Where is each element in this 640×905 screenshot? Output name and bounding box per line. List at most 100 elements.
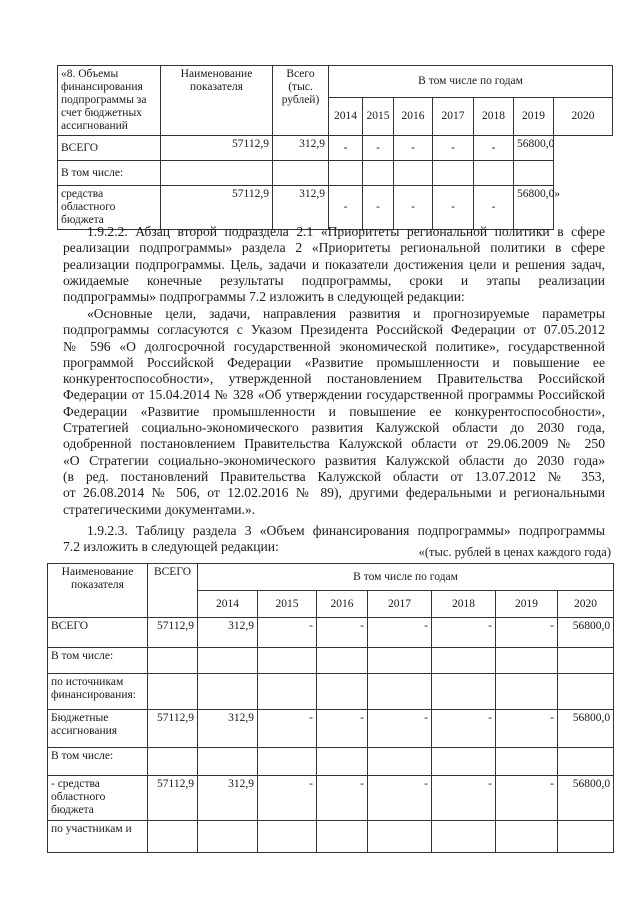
row-value [556, 647, 615, 674]
row-value [556, 820, 615, 853]
row-value: - [362, 135, 394, 161]
row-value: - [316, 709, 368, 748]
row-value: - [367, 617, 432, 648]
row-value: - [431, 617, 496, 648]
row-value [556, 673, 615, 710]
row-value: - [328, 185, 363, 230]
row-value [495, 673, 558, 710]
row-value: 56800,0 [556, 775, 615, 821]
paragraph-line: подпрограммы согласуются с Указом Презид… [63, 322, 605, 338]
row-value [367, 647, 432, 674]
row-value: - [495, 709, 558, 748]
paragraph-line: одобренной постановлением Правительства … [63, 436, 605, 452]
column-header-year: 2015 [257, 590, 317, 618]
table-row: по источникам финансирования: [47, 673, 615, 710]
section-label: «8. Объемы финансирования подпрограммы з… [57, 65, 161, 136]
row-value: - [431, 709, 496, 748]
row-value: - [328, 135, 363, 161]
column-header-year: 2020 [552, 96, 614, 137]
column-header-total: Всего (тыс. рублей) [272, 65, 329, 136]
column-header-year: 2015 [362, 96, 394, 137]
row-value: 312,9 [197, 709, 258, 748]
row-value [316, 673, 368, 710]
column-header-year: 2016 [316, 590, 368, 618]
paragraph-line: «О Стратегии социально-экономического ра… [63, 452, 605, 468]
paragraph-line: 1.9.2.3. Таблицу раздела 3 «Объем финанс… [87, 523, 605, 538]
column-header-year: 2020 [556, 590, 615, 618]
paragraph: «Основные цели, задачи, направления разв… [63, 306, 605, 518]
row-value [272, 160, 329, 186]
table-row: В том числе: [57, 160, 613, 186]
row-value: - [316, 775, 368, 821]
row-name: - средства областного бюджета [47, 775, 148, 821]
financing-volume-table: Наименование показателя ВСЕГО В том числ… [47, 563, 615, 853]
table-row: ВСЕГО 57112,9 312,9- - - - -56800,0 [57, 135, 613, 161]
paragraph: 1.9.2.3. Таблицу раздела 3 «Объем финанс… [63, 523, 605, 556]
row-value [495, 647, 558, 674]
paragraph-line: Федерации от 15.04.2014 № 328 «Об утверж… [63, 387, 605, 403]
unit-note: «(тыс. рублей в ценах каждого года) [418, 545, 611, 559]
paragraph-line: Стратегией социально-экономического разв… [63, 420, 605, 436]
row-value [367, 820, 432, 853]
row-value: - [495, 775, 558, 821]
row-total [160, 160, 273, 186]
paragraph-line: стратегическими документами.». [63, 501, 256, 517]
row-value [367, 673, 432, 710]
paragraph-line: конкурентоспособности», утвержденной пос… [63, 371, 605, 387]
table-row: средства областного бюджета 57112,9 312,9-… [57, 185, 613, 230]
paragraph-line: программой Российской Федерации «Развити… [63, 354, 605, 370]
row-value: 56800,0 [556, 709, 615, 748]
row-value [197, 673, 258, 710]
row-total: 57112,9 [147, 617, 198, 648]
row-value: - [257, 617, 317, 648]
column-header-total: ВСЕГО [147, 563, 198, 618]
row-name: по участникам и [47, 820, 148, 853]
row-value: - [431, 775, 496, 821]
row-total: 57112,9 [160, 135, 273, 161]
row-name: средства областного бюджета [57, 185, 161, 230]
paragraph-line: Федерации «Развитие промышленности и пов… [63, 403, 605, 419]
column-header-year: 2017 [432, 96, 474, 137]
row-value [328, 160, 363, 186]
paragraph-line: «Основные цели, задачи, направления разв… [87, 306, 605, 321]
row-total [147, 647, 198, 674]
row-total [147, 820, 198, 853]
row-value [257, 673, 317, 710]
row-value [431, 820, 496, 853]
column-header-year: 2017 [367, 590, 432, 618]
row-value: - [257, 709, 317, 748]
row-value: 56800,0» [513, 185, 560, 230]
row-total: 57112,9 [147, 775, 198, 821]
column-header-year: 2019 [495, 590, 558, 618]
row-name: В том числе: [47, 647, 148, 674]
table-row: - средства областного бюджета 57112,9 312,… [47, 775, 615, 821]
row-name: ВСЕГО [57, 135, 161, 161]
row-name: Бюджетные ассигнования [47, 709, 148, 748]
row-value [197, 647, 258, 674]
row-total: 57112,9 [147, 709, 198, 748]
row-value [316, 747, 368, 776]
row-value: - [367, 775, 432, 821]
row-value [362, 160, 394, 186]
column-header-year: 2019 [513, 96, 554, 137]
column-header-year: 2018 [431, 590, 496, 618]
table-row: В том числе: [47, 747, 615, 776]
column-header-years-group: В том числе по годам [196, 563, 615, 591]
table-row: В том числе: [47, 647, 615, 674]
row-value: - [393, 185, 433, 230]
row-value: - [362, 185, 394, 230]
row-name: ВСЕГО [47, 617, 148, 648]
paragraph-line: 1.9.2.2. Абзац второй подраздела 2.1 «Пр… [87, 224, 605, 239]
row-value: - [393, 135, 433, 161]
row-value: - [257, 775, 317, 821]
row-total [147, 673, 198, 710]
row-value [393, 160, 433, 186]
paragraph-line: реализации подпрограммы. Цель, задачи и … [63, 256, 605, 272]
row-value [257, 647, 317, 674]
row-total [147, 747, 198, 776]
row-value: 312,9 [272, 185, 329, 230]
column-header-year: 2018 [473, 96, 514, 137]
row-value [556, 747, 615, 776]
column-header-year: 2016 [393, 96, 433, 137]
column-header-year: 2014 [328, 96, 363, 137]
